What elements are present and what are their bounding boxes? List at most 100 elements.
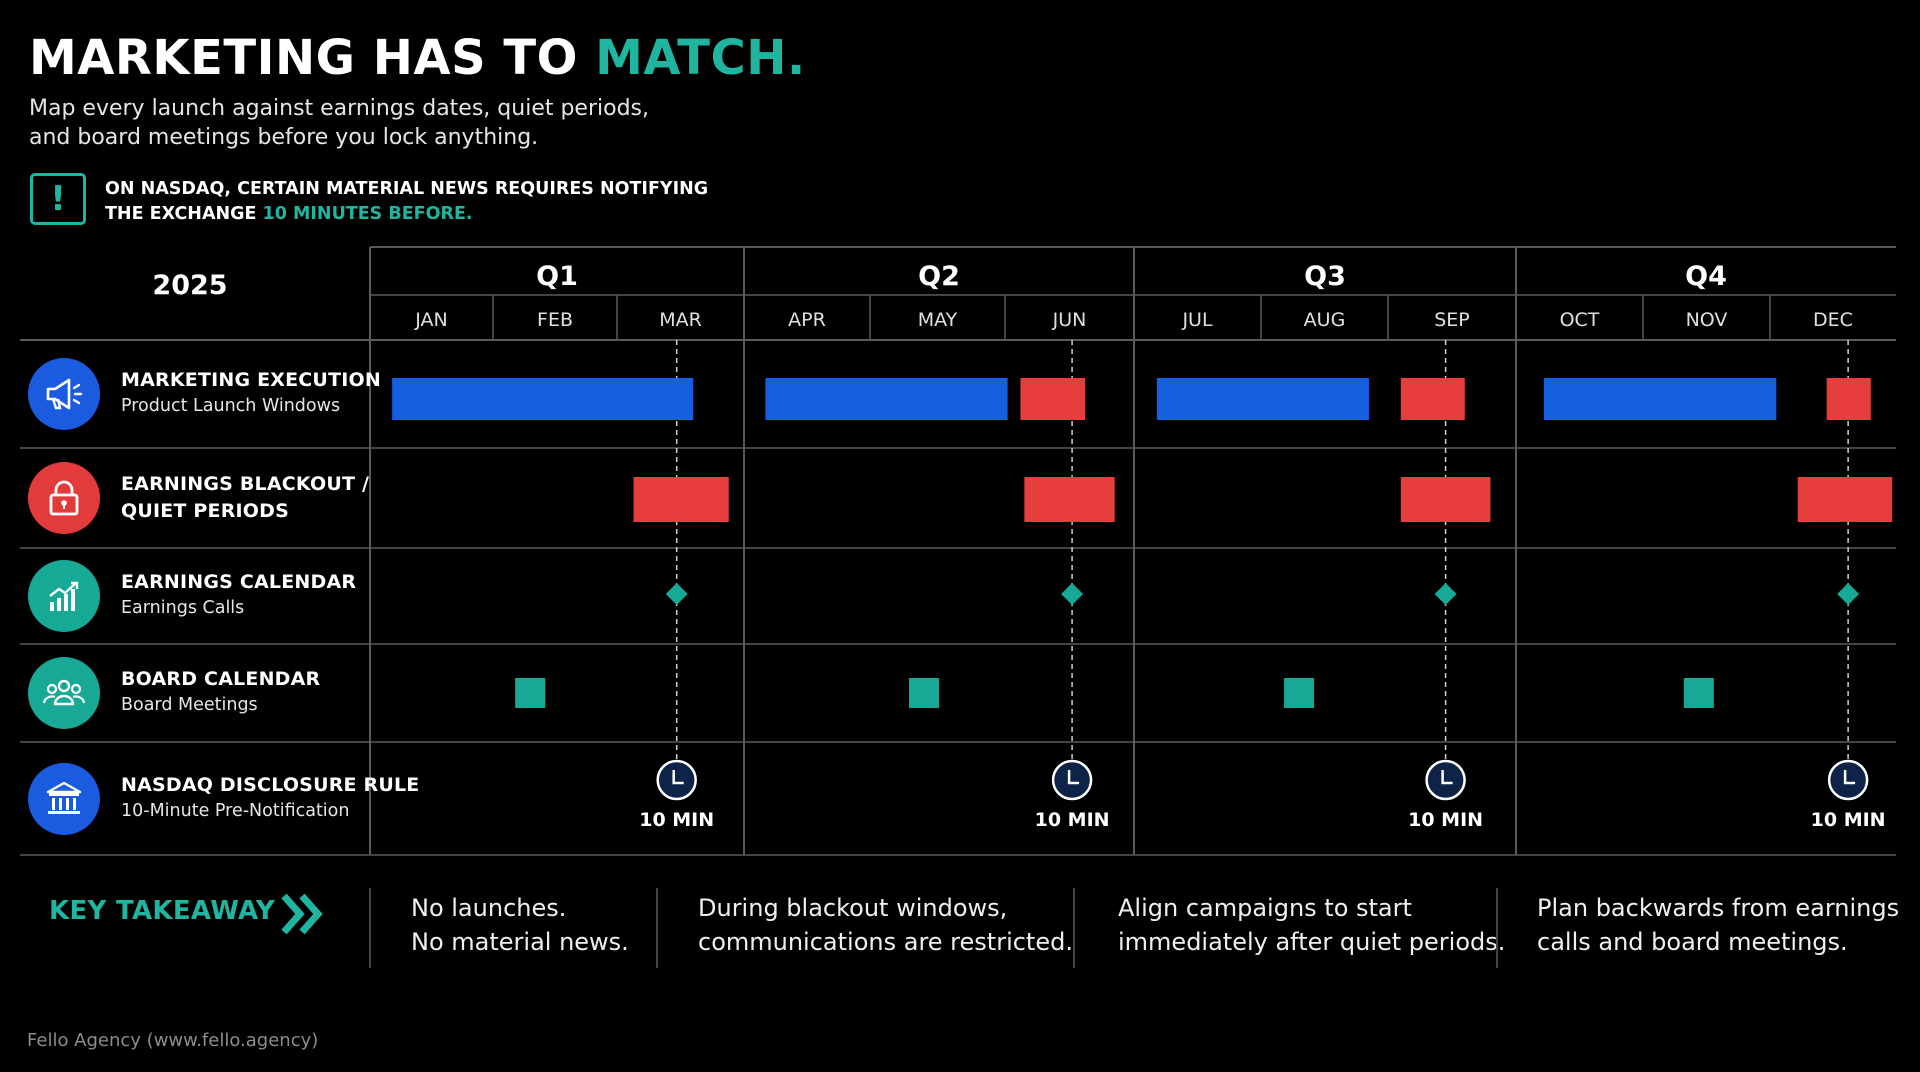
- clock-hands: [1441, 770, 1453, 785]
- clock-face: [1425, 759, 1466, 801]
- subtitle-line-2: and board meetings before you lock anyth…: [29, 125, 539, 150]
- month-label: MAY: [918, 309, 958, 331]
- takeaway-divider: [656, 888, 658, 968]
- launch-blocked-bar: [1826, 378, 1871, 420]
- takeaway-line-1: No launches.: [411, 894, 567, 922]
- clock-face: [1827, 759, 1869, 801]
- row-subtitle: 10-Minute Pre-Notification: [121, 800, 350, 821]
- clock-hands: [1067, 770, 1080, 785]
- board-meeting-marker: [1683, 678, 1714, 708]
- board-meeting-marker: [515, 678, 546, 708]
- month-label: JUL: [1181, 309, 1213, 331]
- month-label: FEB: [537, 309, 573, 331]
- takeaway-line-2: immediately after quiet periods.: [1118, 928, 1506, 956]
- title-accent: MATCH.: [595, 30, 806, 86]
- takeaway-line-2: calls and board meetings.: [1537, 928, 1848, 956]
- footer-credit: Fello Agency (www.fello.agency): [27, 1030, 319, 1051]
- alert-line-2-accent: 10 MINUTES BEFORE.: [262, 204, 473, 224]
- disclosure-label: 10 MIN: [639, 809, 714, 831]
- alert-line-1: ON NASDAQ, CERTAIN MATERIAL NEWS REQUIRE…: [105, 179, 709, 199]
- launch-blocked-bar: [1020, 378, 1085, 420]
- row-label: MARKETING EXECUTION Product Launch Window…: [121, 367, 381, 419]
- month-label: DEC: [1813, 309, 1853, 331]
- launch-window-bar: [1543, 378, 1777, 420]
- launch-window-bar: [765, 378, 1008, 420]
- bank-icon: [28, 762, 100, 835]
- takeaway-line-2: communications are restricted.: [698, 928, 1073, 956]
- row-title: MARKETING EXECUTION: [121, 369, 381, 391]
- quarter-label: Q3: [1304, 261, 1346, 292]
- takeaway-item: Align campaigns to start immediately afte…: [1118, 891, 1505, 959]
- blackout-period-bar: [1400, 477, 1491, 522]
- grid-layer: [20, 246, 1896, 856]
- row-title: BOARD CALENDAR: [121, 668, 321, 690]
- row-label: NASDAQ DISCLOSURE RULE 10-Minute Pre-Noti…: [121, 772, 419, 824]
- month-label: JAN: [414, 309, 447, 331]
- group-icon: [28, 657, 100, 729]
- dash-layer: [675, 340, 1849, 760]
- row-subtitle: Earnings Calls: [121, 598, 245, 618]
- blackout-period-bar: [633, 477, 729, 522]
- month-label: AUG: [1304, 309, 1346, 331]
- month-label: SEP: [1434, 309, 1470, 331]
- chart-growth-icon: [28, 560, 100, 632]
- earnings-call-marker: [665, 583, 688, 605]
- takeaway-divider: [1073, 888, 1075, 968]
- megaphone-icon: [28, 358, 100, 430]
- row-subtitle: Board Meetings: [121, 695, 258, 715]
- year-label: 2025: [152, 270, 227, 301]
- clock-icon: [1051, 759, 1093, 801]
- row-label: BOARD CALENDAR Board Meetings: [121, 666, 320, 718]
- row-subtitle: Product Launch Windows: [121, 396, 341, 416]
- takeaway-line-1: Align campaigns to start: [1118, 894, 1412, 922]
- month-label: OCT: [1560, 309, 1600, 331]
- month-label: NOV: [1686, 309, 1728, 331]
- launch-window-bar: [392, 378, 694, 420]
- takeaway-item: No launches. No material news.: [411, 891, 629, 959]
- exclamation-icon: !: [30, 173, 86, 225]
- takeaway-item: Plan backwards from earnings calls and bo…: [1537, 891, 1899, 959]
- launch-window-bar: [1156, 378, 1369, 420]
- quarter-label: Q2: [918, 261, 960, 292]
- title-main: MARKETING HAS TO: [29, 30, 596, 86]
- disclosure-label: 10 MIN: [1811, 809, 1886, 831]
- takeaway-line-2: No material news.: [411, 928, 629, 956]
- disclosure-label: 10 MIN: [1035, 809, 1110, 831]
- month-label: JUN: [1052, 309, 1087, 331]
- mark-layer: [392, 378, 1893, 801]
- row-subtitle: QUIET PERIODS: [121, 500, 290, 522]
- board-meeting-marker: [909, 678, 939, 708]
- takeaway-divider: [1496, 888, 1498, 968]
- page-title: MARKETING HAS TO MATCH.: [29, 30, 806, 86]
- blackout-period-bar: [1024, 477, 1115, 522]
- disclosure-label: 10 MIN: [1408, 809, 1483, 831]
- earnings-call-marker: [1434, 583, 1457, 605]
- lock-icon: [28, 462, 100, 534]
- takeaway-line-1: Plan backwards from earnings: [1537, 894, 1900, 922]
- earnings-call-marker: [1061, 583, 1084, 605]
- subtitle: Map every launch against earnings dates,…: [29, 94, 729, 152]
- alert-text: ON NASDAQ, CERTAIN MATERIAL NEWS REQUIRE…: [105, 177, 745, 227]
- clock-icon: [656, 759, 697, 801]
- month-label: APR: [788, 309, 826, 331]
- month-label: MAR: [659, 309, 702, 331]
- board-meeting-marker: [1284, 678, 1315, 708]
- clock-hands: [672, 770, 684, 785]
- key-takeaway-label: KEY TAKEAWAY: [49, 896, 276, 926]
- alert-line-2-prefix: THE EXCHANGE: [105, 204, 263, 224]
- clock-face: [656, 759, 697, 801]
- takeaway-divider: [369, 888, 371, 968]
- takeaway-item: During blackout windows, communications a…: [698, 891, 1073, 959]
- clock-icon: [1425, 759, 1466, 801]
- launch-blocked-bar: [1400, 378, 1465, 420]
- double-chevron-right-icon: [281, 893, 323, 935]
- label-layer: 2025 Q1 Q2 Q3 Q4 JAN FEB MAR APR MAY JUN JUL AUG SEP O…: [152, 261, 1885, 831]
- blackout-period-bar: [1797, 477, 1893, 522]
- row-label: EARNINGS BLACKOUT / QUIET PERIODS: [121, 471, 369, 525]
- row-title: NASDAQ DISCLOSURE RULE: [121, 773, 420, 796]
- clock-icon: [1827, 759, 1869, 801]
- row-title: EARNINGS BLACKOUT /: [121, 473, 370, 495]
- row-label: EARNINGS CALENDAR Earnings Calls: [121, 569, 356, 621]
- clock-hands: [1843, 770, 1856, 785]
- alert-line-2: THE EXCHANGE 10 MINUTES BEFORE.: [105, 202, 745, 227]
